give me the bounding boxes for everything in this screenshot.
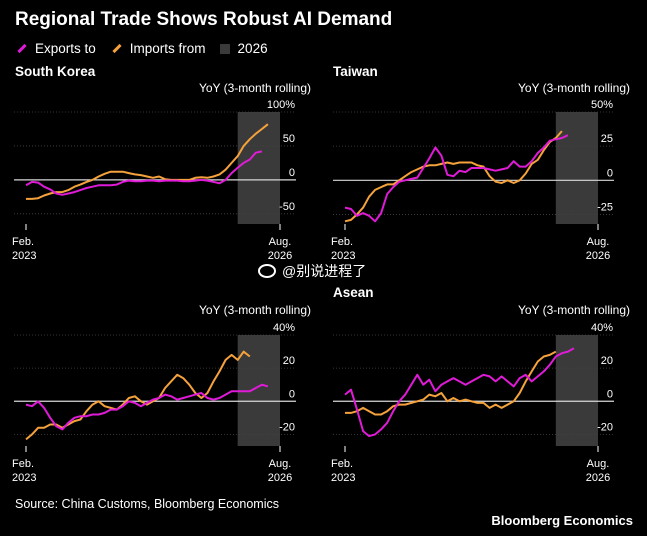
panel-title-south-korea: South Korea: [15, 64, 96, 79]
weibo-icon: [258, 264, 276, 278]
xtick-month-south-korea-0: Feb.: [12, 236, 34, 248]
ytick-taiwan-2: 25: [601, 133, 613, 145]
source-note: Source: China Customs, Bloomberg Economi…: [15, 497, 280, 511]
legend-item-exports: Exports to: [15, 41, 96, 56]
legend-item-2026: 2026: [219, 41, 268, 56]
exports-line-south-korea: [25, 150, 263, 196]
ytick-panel-3-0: -20: [279, 421, 295, 433]
ytick-asean-0: -20: [597, 421, 613, 433]
ytick-south-korea-0: -50: [279, 201, 295, 213]
ytick-south-korea-1: 0: [289, 167, 295, 179]
xtick-year-taiwan-1: 2026: [586, 250, 610, 262]
ytick-taiwan-3: 50%: [591, 99, 613, 111]
panel-title-taiwan: Taiwan: [333, 64, 378, 79]
shade-2026-taiwan: [555, 112, 598, 224]
xtick-month-panel-3-0: Feb.: [12, 458, 34, 470]
imports-line-asean: [345, 350, 557, 416]
shade-2026-south-korea: [237, 112, 280, 224]
watermark: @别说进程了: [258, 261, 366, 281]
shade-swatch: [219, 43, 230, 54]
imports-line-panel-3: [25, 350, 251, 441]
ytick-taiwan-1: 0: [607, 167, 613, 179]
xtick-month-panel-3-1: Aug.: [269, 458, 292, 470]
unit-label-taiwan: YoY (3-month rolling): [517, 81, 630, 95]
xtick-year-panel-3-0: 2023: [12, 472, 36, 484]
legend-label-2026: 2026: [237, 41, 268, 56]
legend-item-imports: Imports from: [110, 41, 206, 56]
xtick-year-asean-1: 2026: [586, 472, 610, 484]
ytick-panel-3-3: 40%: [273, 322, 295, 334]
xtick-year-panel-3-1: 2026: [268, 472, 292, 484]
legend: Exports to Imports from 2026: [15, 41, 282, 56]
ytick-panel-3-1: 0: [289, 388, 295, 400]
imports-line-taiwan: [344, 130, 563, 223]
brand-logo: Bloomberg Economics: [491, 513, 633, 528]
imports-line-south-korea: [26, 123, 269, 200]
xtick-year-south-korea-1: 2026: [268, 250, 292, 262]
exports-line-taiwan: [344, 134, 569, 223]
xtick-month-south-korea-1: Aug.: [269, 236, 292, 248]
unit-label-south-korea: YoY (3-month rolling): [198, 81, 311, 95]
exports-line-panel-3: [25, 383, 269, 431]
shade-2026-asean: [555, 335, 598, 446]
exports-line-asean: [344, 347, 575, 438]
legend-label-exports: Exports to: [35, 41, 96, 56]
xtick-year-asean-0: 2023: [331, 472, 355, 484]
chart-title: Regional Trade Shows Robust AI Demand: [15, 9, 393, 30]
ytick-asean-3: 40%: [591, 322, 613, 334]
unit-label-panel-3: YoY (3-month rolling): [198, 303, 311, 317]
xtick-month-taiwan-0: Feb.: [331, 236, 353, 248]
watermark-text: @别说进程了: [282, 263, 367, 279]
unit-label-asean: YoY (3-month rolling): [517, 303, 630, 317]
panel-title-asean: Asean: [333, 285, 374, 300]
ytick-south-korea-2: 50: [283, 133, 295, 145]
ytick-asean-1: 0: [607, 388, 613, 400]
ytick-panel-3-2: 20: [283, 355, 295, 367]
xtick-month-asean-1: Aug.: [587, 458, 610, 470]
xtick-month-asean-0: Feb.: [331, 458, 353, 470]
xtick-year-taiwan-0: 2023: [331, 250, 355, 262]
ytick-taiwan-0: -25: [597, 201, 613, 213]
ytick-south-korea-3: 100%: [267, 99, 295, 111]
xtick-month-taiwan-1: Aug.: [587, 236, 610, 248]
legend-label-imports: Imports from: [129, 41, 206, 56]
xtick-year-south-korea-0: 2023: [12, 250, 36, 262]
ytick-asean-2: 20: [601, 355, 613, 367]
